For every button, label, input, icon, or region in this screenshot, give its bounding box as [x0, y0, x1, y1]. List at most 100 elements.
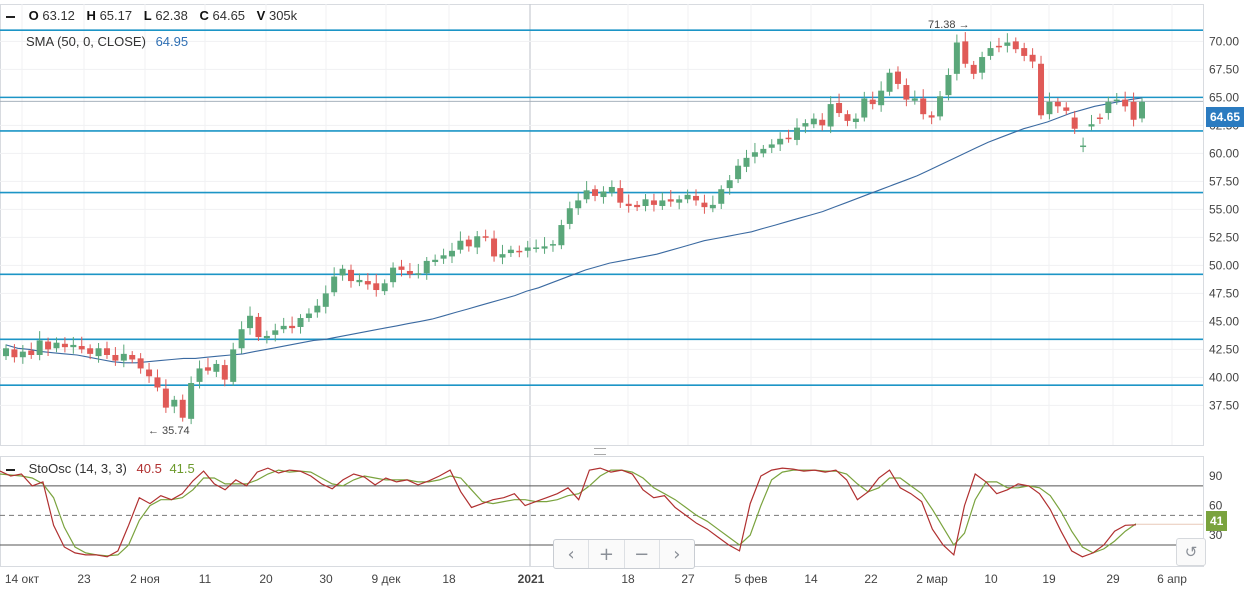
price-tick-label: 45.00	[1209, 314, 1239, 328]
candle-body	[272, 330, 279, 335]
time-tick-label: 19	[1042, 572, 1056, 586]
candle-body	[11, 349, 18, 358]
candle-body	[238, 329, 245, 349]
chart-navigation: ‹ + − ›	[553, 539, 695, 569]
candle-body	[869, 99, 876, 105]
candle-body	[533, 247, 540, 249]
candle-body	[549, 244, 556, 246]
time-tick-label: 6 апр	[1157, 572, 1187, 586]
candle-body	[1139, 101, 1145, 119]
time-tick-label: 29	[1106, 572, 1120, 586]
candle-body	[650, 200, 657, 205]
candle-body	[491, 238, 498, 257]
close-value: 64.65	[212, 8, 246, 23]
candle-body	[221, 365, 228, 380]
volume-value: 305k	[268, 8, 298, 23]
candle-body	[146, 369, 153, 377]
candle-body	[693, 195, 700, 201]
time-tick-label: 18	[621, 572, 635, 586]
candle-body	[331, 276, 338, 293]
time-tick-label: 22	[864, 572, 878, 586]
candle-body	[188, 382, 195, 419]
time-tick-label: 5 фев	[735, 572, 768, 586]
candle-body	[684, 194, 691, 200]
time-tick-label: 2 ноя	[130, 572, 160, 586]
oscillator-legend: StoOsc (14, 3, 3) 40.5 41.5	[6, 461, 195, 476]
zoom-out-button[interactable]: −	[625, 540, 660, 568]
candle-body	[70, 344, 77, 348]
osc-d-line	[0, 469, 1137, 557]
reset-chart-button[interactable]: ↺	[1176, 538, 1206, 566]
candle-body	[1063, 107, 1070, 111]
candle-body	[339, 268, 346, 276]
candle-body	[1046, 101, 1053, 115]
time-tick-label: 11	[199, 572, 212, 586]
sma-line	[5, 97, 1143, 364]
candle-body	[364, 281, 371, 285]
candle-body	[78, 346, 85, 350]
time-tick-label: 20	[259, 572, 273, 586]
candle-body	[129, 354, 136, 360]
candle-body	[137, 358, 144, 369]
candle-body	[760, 148, 767, 154]
candle-body	[600, 191, 607, 198]
candle-body	[1080, 145, 1087, 148]
candle-body	[987, 48, 994, 56]
candle-body	[920, 98, 927, 115]
scroll-left-button[interactable]: ‹	[554, 540, 590, 568]
candle-body	[718, 189, 725, 204]
candle-body	[1004, 42, 1011, 46]
candle-body	[213, 363, 220, 372]
candle-body	[95, 348, 102, 357]
candle-body	[810, 118, 817, 125]
candle-body	[297, 318, 304, 327]
candle-body	[911, 98, 918, 101]
candle-body	[398, 266, 405, 270]
candle-body	[566, 208, 573, 224]
candle-body	[322, 293, 329, 307]
price-tick-label: 67.50	[1209, 62, 1239, 76]
candle-body	[802, 123, 809, 127]
candle-body	[171, 399, 178, 407]
candle-body	[348, 269, 355, 282]
price-tick-label: 60.00	[1209, 146, 1239, 160]
candle-body	[894, 71, 901, 84]
collapse-dash-icon[interactable]	[6, 15, 15, 18]
price-grid	[0, 4, 1203, 445]
scroll-right-button[interactable]: ›	[673, 543, 681, 565]
candle-body	[886, 72, 893, 92]
candle-body	[406, 270, 413, 275]
candle-body	[945, 74, 952, 96]
candle-body	[785, 137, 792, 140]
candle-body	[743, 157, 750, 167]
volume-label: V	[256, 8, 266, 23]
candle-body	[1029, 54, 1036, 62]
sma-path	[5, 97, 1143, 364]
candle-body	[289, 325, 296, 329]
candle-body	[617, 188, 624, 203]
candle-body	[448, 250, 455, 257]
candle-body	[1012, 41, 1019, 50]
candle-body	[53, 342, 60, 349]
candle-body	[827, 104, 834, 127]
candle-body	[45, 341, 52, 350]
candle-body	[381, 283, 388, 292]
candle-body	[87, 348, 94, 354]
pane-resize-handle[interactable]	[594, 448, 606, 455]
candle-body	[592, 189, 599, 196]
candle-body	[928, 115, 935, 118]
sma-label: SMA (50, 0, CLOSE)	[26, 34, 146, 49]
extreme-label: 71.38 →	[928, 19, 970, 31]
open-value: 63.12	[42, 8, 75, 23]
zoom-in-button[interactable]: +	[589, 540, 625, 568]
candle-body	[953, 42, 960, 74]
candle-body	[162, 388, 169, 408]
time-tick-label: 30	[319, 572, 333, 586]
candle-body	[457, 240, 464, 250]
candle-body	[625, 203, 632, 207]
osc-collapse-dash-icon[interactable]	[6, 468, 15, 471]
price-tick-label: 42.50	[1209, 342, 1239, 356]
candle-body	[499, 254, 506, 258]
time-tick-label: 2021	[518, 572, 545, 586]
